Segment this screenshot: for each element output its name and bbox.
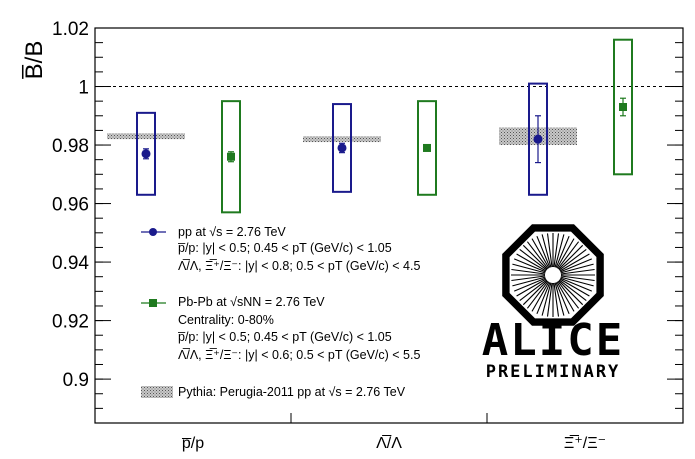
pythia-band xyxy=(303,136,381,143)
logo-ray xyxy=(541,234,552,268)
legend-pp-line1: p̅/p: |y| < 0.5; 0.45 < pT (GeV/c) < 1.0… xyxy=(178,241,392,255)
logo-ray xyxy=(522,280,548,306)
category-axis: p̅/p Λ̅/Λ Ξ̅⁺/Ξ⁻ xyxy=(182,413,606,452)
logo-ray xyxy=(531,238,550,269)
logo-ray xyxy=(558,248,587,271)
logo-ray xyxy=(546,282,553,317)
legend-pp-line2: Λ̅/Λ, Ξ̅⁺/Ξ⁻: |y| < 0.8; 0.5 < pT (GeV/c… xyxy=(178,259,420,273)
data-marks xyxy=(107,38,633,214)
data-point xyxy=(227,152,235,161)
logo-ray xyxy=(556,238,575,269)
logo-ray xyxy=(526,241,549,270)
logo-ray xyxy=(513,258,546,273)
legend-pbpb-marker xyxy=(149,299,157,307)
alice-octagon-icon xyxy=(502,224,604,326)
logo-ray xyxy=(560,263,594,274)
logo-ray xyxy=(559,278,590,297)
alice-logo-title: ALICE xyxy=(482,315,624,366)
y-ticks: 0.9 0.92 0.94 0.96 0.98 1 1.02 xyxy=(52,19,683,424)
logo-ray xyxy=(553,282,560,317)
logo-ray xyxy=(555,235,570,268)
logo-ray xyxy=(516,278,547,297)
logo-ray xyxy=(554,282,565,316)
category-label: Λ̅/Λ xyxy=(376,434,402,452)
systematic-box xyxy=(417,100,437,196)
alice-logo: ALICE PRELIMINARY xyxy=(482,224,624,382)
logo-ray xyxy=(557,280,580,309)
logo-ray xyxy=(511,268,546,275)
legend-pbpb-centrality: Centrality: 0-80% xyxy=(178,313,274,327)
systematic-box xyxy=(613,38,633,176)
legend-pythia-label: Pythia: Perugia-2011 pp at √s = 2.76 TeV xyxy=(178,385,406,399)
y-tick-label: 0.9 xyxy=(63,370,89,391)
data-point xyxy=(533,134,543,144)
logo-ray xyxy=(560,268,595,275)
logo-ray xyxy=(513,277,546,292)
legend-pbpb-title: Pb-Pb at √sNN = 2.76 TeV xyxy=(178,295,325,309)
logo-ray xyxy=(511,275,546,282)
logo-ray xyxy=(519,248,548,271)
logo-ray xyxy=(555,282,570,315)
logo-ray xyxy=(557,241,580,270)
legend-pp-marker xyxy=(149,228,157,236)
logo-ray xyxy=(558,279,587,302)
logo-ray xyxy=(519,279,548,302)
logo-ray xyxy=(512,276,546,287)
logo-ray xyxy=(560,275,595,282)
logo-ray xyxy=(560,277,593,292)
legend: pp at √s = 2.76 TeV p̅/p: |y| < 0.5; 0.4… xyxy=(141,225,420,399)
logo-ray xyxy=(531,281,550,312)
logo-ray xyxy=(522,244,548,270)
category-label: Ξ̅⁺/Ξ⁻ xyxy=(564,434,606,452)
legend-pbpb-line2: Λ̅/Λ, Ξ̅⁺/Ξ⁻: |y| < 0.6; 0.5 < pT (GeV/c… xyxy=(178,348,420,362)
logo-ray xyxy=(512,263,546,274)
logo-ray xyxy=(536,282,551,315)
logo-ray xyxy=(556,281,575,312)
y-tick-label: 1 xyxy=(78,78,89,99)
data-point xyxy=(423,143,431,152)
y-tick-label: 0.98 xyxy=(52,136,89,157)
category-label: p̅/p xyxy=(182,435,205,452)
logo-ray xyxy=(558,280,584,306)
logo-ray xyxy=(560,258,593,273)
logo-ray xyxy=(560,276,594,287)
legend-pbpb-line1: p̅/p: |y| < 0.5; 0.45 < pT (GeV/c) < 1.0… xyxy=(178,330,392,344)
logo-ray xyxy=(559,253,590,272)
logo-ray xyxy=(526,280,549,309)
systematic-box xyxy=(221,100,241,214)
y-tick-label: 0.92 xyxy=(52,312,89,333)
y-tick-label: 0.94 xyxy=(52,253,89,274)
pythia-band xyxy=(107,133,185,140)
systematic-box xyxy=(528,82,548,196)
logo-ray xyxy=(536,235,551,268)
legend-pythia-swatch xyxy=(141,386,173,398)
y-tick-label: 1.02 xyxy=(52,19,89,40)
logo-ray xyxy=(553,233,560,268)
legend-pp-title: pp at √s = 2.76 TeV xyxy=(178,225,286,239)
logo-ray xyxy=(554,234,565,268)
data-point xyxy=(337,143,347,153)
systematic-box xyxy=(332,103,352,193)
y-axis-label: B̅/B xyxy=(21,41,48,80)
y-tick-label: 0.96 xyxy=(52,195,89,216)
logo-ray xyxy=(541,282,552,316)
systematic-box xyxy=(136,111,156,196)
plot-frame xyxy=(94,27,684,424)
alice-logo-subtitle: PRELIMINARY xyxy=(486,362,621,382)
logo-ray xyxy=(516,253,547,272)
data-point xyxy=(141,149,151,159)
data-point xyxy=(619,103,627,111)
logo-ray xyxy=(558,244,584,270)
logo-ray xyxy=(546,233,553,268)
